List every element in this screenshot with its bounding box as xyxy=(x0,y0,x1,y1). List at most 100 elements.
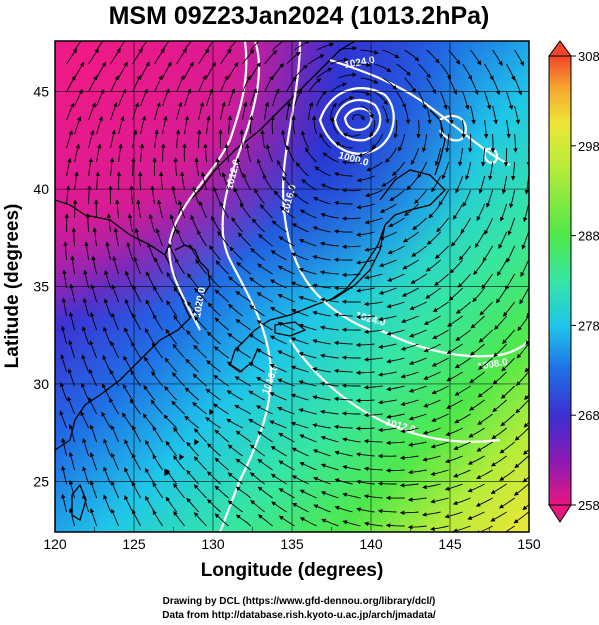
wind-vector-arrow xyxy=(363,438,383,444)
wind-vector-arrow xyxy=(477,385,493,398)
wind-vector-arrow xyxy=(516,343,529,359)
wind-vector-arrow xyxy=(488,161,494,181)
wind-vector-arrow xyxy=(448,287,463,301)
wind-vector-arrow xyxy=(110,480,120,499)
wind-vector-arrow xyxy=(248,333,265,345)
wind-vector-arrow xyxy=(109,157,115,177)
wind-vector-arrow xyxy=(422,133,428,153)
wind-vector-arrow xyxy=(355,342,375,348)
wind-vector-arrow xyxy=(386,357,405,364)
wind-vector-arrow xyxy=(68,311,76,331)
wind-vector-arrow xyxy=(320,463,339,471)
wind-vector-arrow xyxy=(465,161,472,181)
wind-vector-arrow xyxy=(90,312,98,331)
wind-vector-arrow xyxy=(378,371,397,377)
x-tick-label: 120 xyxy=(43,536,67,552)
wind-vector-arrow xyxy=(422,427,441,435)
wind-vector-arrow xyxy=(88,157,93,177)
wind-vector-arrow xyxy=(226,418,243,429)
wind-vector-arrow xyxy=(404,203,419,216)
wind-vector-arrow xyxy=(194,287,207,303)
wind-vector-arrow xyxy=(66,75,76,93)
wind-vector-arrow xyxy=(490,455,507,467)
wind-vector-arrow xyxy=(379,231,397,240)
wind-vector-arrow xyxy=(341,216,361,221)
wind-vector-arrow xyxy=(460,217,471,234)
y-tick-label: 45 xyxy=(33,84,49,100)
wind-vector-arrow xyxy=(356,175,375,183)
wind-vector-arrow xyxy=(410,273,427,284)
wind-vector-arrow xyxy=(165,328,177,345)
wind-vector-arrow xyxy=(523,421,529,428)
wind-vector-arrow xyxy=(468,427,485,438)
wind-vector-arrow xyxy=(213,186,222,205)
wind-vector-arrow xyxy=(439,119,444,139)
wind-vector-arrow xyxy=(264,101,270,121)
wind-vector-arrow xyxy=(441,161,450,180)
wind-vector-arrow xyxy=(157,199,164,219)
wind-vector-arrow xyxy=(342,465,361,471)
wind-vector-arrow xyxy=(338,45,358,51)
wind-vector-arrow xyxy=(168,243,177,261)
wind-vector-arrow xyxy=(360,77,379,84)
wind-vector-arrow xyxy=(85,213,91,233)
wind-vector-arrow xyxy=(431,357,449,367)
contour-label: 1008.0 xyxy=(477,357,509,373)
wind-vector-arrow xyxy=(152,313,163,331)
wind-vector-arrow xyxy=(256,377,273,387)
wind-vector-arrow xyxy=(455,329,471,341)
wind-vector-arrow xyxy=(131,341,141,359)
wind-vector-arrow xyxy=(143,384,155,401)
wind-vector-arrow xyxy=(130,370,141,387)
wind-vector-arrow xyxy=(423,343,441,353)
wind-vector-arrow xyxy=(71,227,77,247)
wind-vector-arrow xyxy=(382,105,390,124)
wind-vector-arrow xyxy=(258,514,273,527)
x-tick-label: 130 xyxy=(201,536,225,552)
wind-vector-arrow xyxy=(227,500,243,513)
wind-vector-arrow xyxy=(341,272,361,278)
wind-vector-arrow xyxy=(207,274,221,289)
wind-vector-arrow xyxy=(200,171,208,191)
wind-vector-arrow xyxy=(242,75,251,93)
wind-vector-arrow xyxy=(88,48,99,65)
wind-vector-arrow xyxy=(206,115,211,135)
colorbar-scale xyxy=(548,55,572,506)
wind-vector-arrow xyxy=(482,245,493,262)
wind-vector-arrow xyxy=(298,408,317,415)
wind-vector-arrow xyxy=(452,525,471,532)
wind-vector-arrow xyxy=(321,518,339,527)
wind-vector-arrow xyxy=(492,399,507,412)
wind-vector-arrow xyxy=(82,438,90,457)
wind-vector-arrow xyxy=(248,115,254,135)
wind-vector-arrow xyxy=(124,327,133,345)
wind-vector-arrow xyxy=(396,63,411,77)
wind-vector-arrow xyxy=(226,390,243,401)
wind-vector-arrow xyxy=(522,504,529,511)
wind-vector-arrow xyxy=(217,230,229,247)
colorbar-min-arrow xyxy=(548,504,572,523)
wind-vector-arrow xyxy=(147,242,156,261)
wind-vector-arrow xyxy=(313,504,331,513)
wind-vector-arrow xyxy=(269,335,287,345)
wind-vector-arrow xyxy=(444,483,463,491)
wind-vector-arrow xyxy=(334,450,353,457)
wind-vector-arrow xyxy=(385,147,397,163)
wind-vector-arrow xyxy=(404,105,411,125)
wind-vector-arrow xyxy=(242,172,251,191)
wind-vector-arrow xyxy=(74,171,79,191)
wind-vector-arrow xyxy=(407,524,427,530)
wind-vector-arrow xyxy=(330,116,339,135)
wind-vector-arrow xyxy=(342,520,361,527)
wind-vector-arrow xyxy=(386,301,405,309)
wind-vector-arrow xyxy=(334,505,353,513)
wind-vector-arrow xyxy=(410,147,420,166)
wind-vector-arrow xyxy=(125,270,134,289)
wind-vector-arrow xyxy=(227,332,243,345)
wind-vector-arrow xyxy=(430,525,449,532)
wind-vector-arrow xyxy=(74,89,83,107)
wind-vector-arrow xyxy=(492,49,503,66)
wind-vector-arrow xyxy=(235,486,251,499)
wind-vector-arrow xyxy=(294,64,308,79)
wind-vector-arrow xyxy=(187,301,199,317)
